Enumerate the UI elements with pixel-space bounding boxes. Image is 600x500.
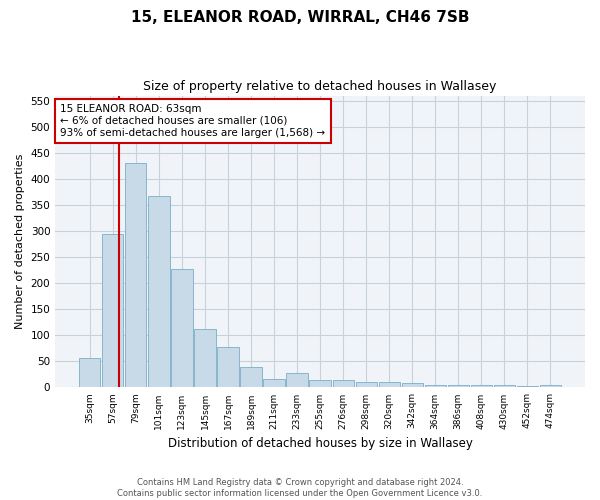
Bar [356,382,377,388]
Bar [241,366,262,388]
Bar [332,380,353,388]
Bar [125,164,146,388]
Y-axis label: Number of detached properties: Number of detached properties [15,154,25,329]
Bar [310,380,331,388]
Bar [79,358,100,388]
Bar [379,382,400,388]
Bar [102,234,124,388]
Bar [286,374,308,388]
Bar [401,384,423,388]
Bar [172,269,193,388]
Title: Size of property relative to detached houses in Wallasey: Size of property relative to detached ho… [143,80,497,93]
Bar [448,385,469,388]
Bar [494,385,515,388]
X-axis label: Distribution of detached houses by size in Wallasey: Distribution of detached houses by size … [167,437,473,450]
Text: 15, ELEANOR ROAD, WIRRAL, CH46 7SB: 15, ELEANOR ROAD, WIRRAL, CH46 7SB [131,10,469,25]
Bar [470,385,492,388]
Bar [540,386,561,388]
Bar [425,385,446,388]
Text: Contains HM Land Registry data © Crown copyright and database right 2024.
Contai: Contains HM Land Registry data © Crown c… [118,478,482,498]
Bar [148,196,170,388]
Bar [217,347,239,388]
Bar [517,386,538,388]
Bar [263,379,284,388]
Bar [194,328,215,388]
Text: 15 ELEANOR ROAD: 63sqm
← 6% of detached houses are smaller (106)
93% of semi-det: 15 ELEANOR ROAD: 63sqm ← 6% of detached … [61,104,326,138]
